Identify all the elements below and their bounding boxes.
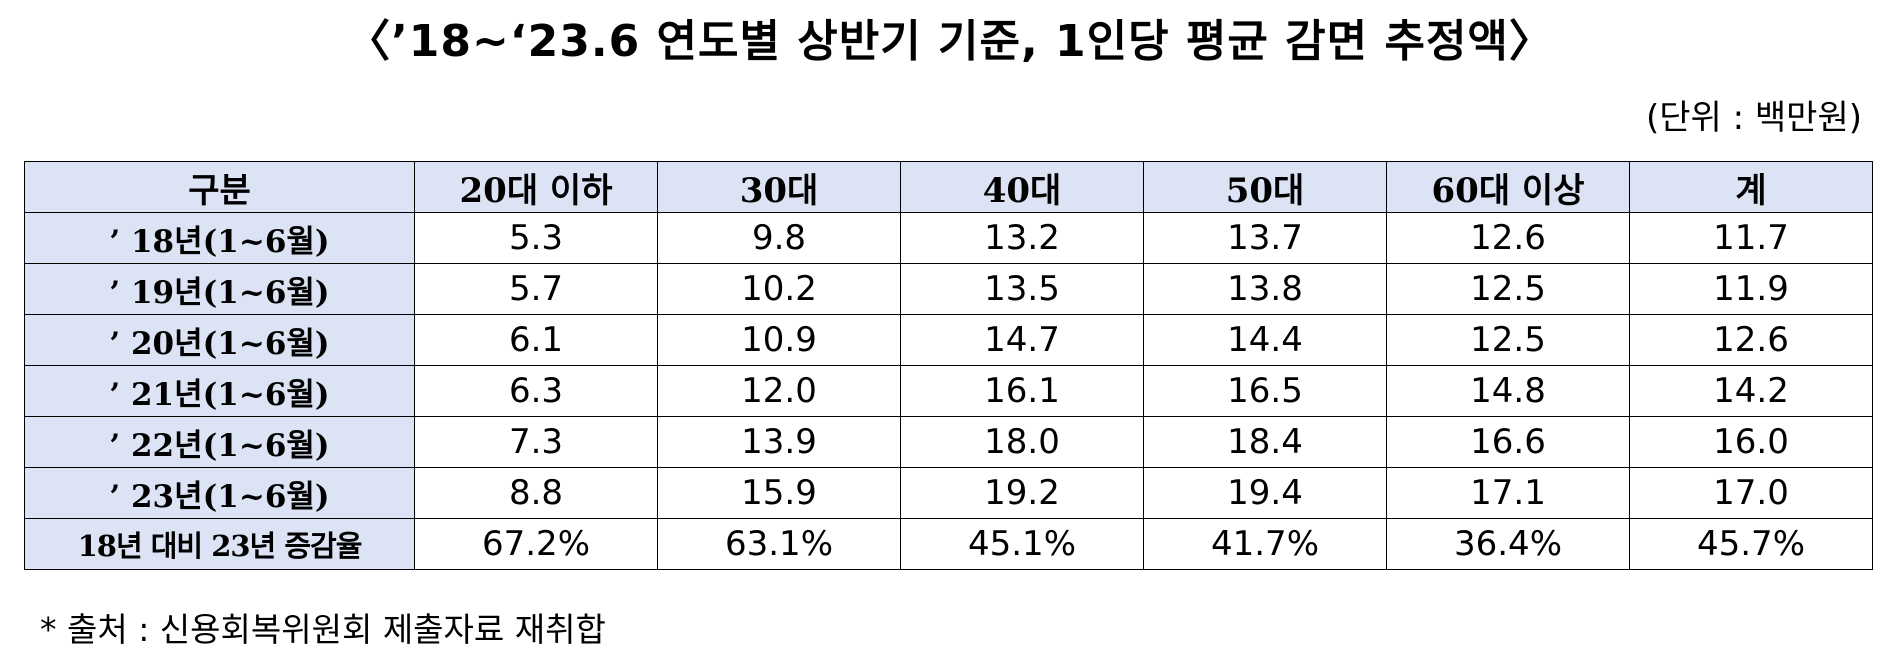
table-cell: 14.7	[900, 314, 1144, 366]
table-cell: 18.4	[1143, 416, 1387, 468]
table-cell: 17.1	[1386, 467, 1630, 519]
table-cell: 10.2	[657, 263, 901, 315]
table-cell: 14.8	[1386, 365, 1630, 417]
estimate-table: 구분 20대 이하 30대 40대 50대 60대 이상 계 ’ 18년(1~6…	[24, 161, 1873, 570]
table-cell: 16.0	[1629, 416, 1873, 468]
table-cell: 13.7	[1143, 212, 1387, 264]
table-cell: 17.0	[1629, 467, 1873, 519]
table-cell: 19.4	[1143, 467, 1387, 519]
table-cell: 12.5	[1386, 263, 1630, 315]
table-cell: 14.2	[1629, 365, 1873, 417]
document-title: 〈’18~‘23.6 연도별 상반기 기준, 1인당 평균 감면 추정액〉	[346, 16, 1554, 67]
table-cell: 19.2	[900, 467, 1144, 519]
summary-cell: 41.7%	[1143, 518, 1387, 570]
table-cell: 12.5	[1386, 314, 1630, 366]
table-row: ’ 21년(1~6월) 6.3 12.0 16.1 16.5 14.8 14.2	[24, 365, 1873, 417]
table-row: ’ 20년(1~6월) 6.1 10.9 14.7 14.4 12.5 12.6	[24, 314, 1873, 366]
column-header-category: 구분	[24, 161, 415, 213]
table-row: ’ 22년(1~6월) 7.3 13.9 18.0 18.4 16.6 16.0	[24, 416, 1873, 468]
table-cell: 16.5	[1143, 365, 1387, 417]
row-label: ’ 18년(1~6월)	[24, 212, 415, 264]
table-row: ’ 19년(1~6월) 5.7 10.2 13.5 13.8 12.5 11.9	[24, 263, 1873, 315]
summary-label: 18년 대비 23년 증감율	[24, 518, 415, 570]
table-cell: 16.6	[1386, 416, 1630, 468]
table-cell: 5.3	[414, 212, 658, 264]
row-label: ’ 19년(1~6월)	[24, 263, 415, 315]
summary-cell: 63.1%	[657, 518, 901, 570]
table-cell: 13.8	[1143, 263, 1387, 315]
row-label: ’ 21년(1~6월)	[24, 365, 415, 417]
table-cell: 16.1	[900, 365, 1144, 417]
column-header-60s-over: 60대 이상	[1386, 161, 1630, 213]
table-cell: 11.7	[1629, 212, 1873, 264]
table-cell: 7.3	[414, 416, 658, 468]
table-cell: 14.4	[1143, 314, 1387, 366]
table-row: ’ 18년(1~6월) 5.3 9.8 13.2 13.7 12.6 11.7	[24, 212, 1873, 264]
table-cell: 18.0	[900, 416, 1144, 468]
table-cell: 5.7	[414, 263, 658, 315]
table-cell: 8.8	[414, 467, 658, 519]
table-cell: 13.2	[900, 212, 1144, 264]
source-note: * 출처 : 신용회복위원회 제출자료 재취합	[40, 610, 606, 649]
column-header-30s: 30대	[657, 161, 901, 213]
table-cell: 15.9	[657, 467, 901, 519]
table-cell: 9.8	[657, 212, 901, 264]
table-cell: 11.9	[1629, 263, 1873, 315]
row-label: ’ 22년(1~6월)	[24, 416, 415, 468]
column-header-40s: 40대	[900, 161, 1144, 213]
summary-cell: 36.4%	[1386, 518, 1630, 570]
table-cell: 12.6	[1629, 314, 1873, 366]
table-header-row: 구분 20대 이하 30대 40대 50대 60대 이상 계	[24, 161, 1873, 213]
column-header-20s-under: 20대 이하	[414, 161, 658, 213]
summary-row: 18년 대비 23년 증감율 67.2% 63.1% 45.1% 41.7% 3…	[24, 518, 1873, 570]
table-row: ’ 23년(1~6월) 8.8 15.9 19.2 19.4 17.1 17.0	[24, 467, 1873, 519]
column-header-50s: 50대	[1143, 161, 1387, 213]
summary-cell: 45.1%	[900, 518, 1144, 570]
table-cell: 12.0	[657, 365, 901, 417]
table-cell: 6.3	[414, 365, 658, 417]
table-cell: 6.1	[414, 314, 658, 366]
row-label: ’ 23년(1~6월)	[24, 467, 415, 519]
column-header-total: 계	[1629, 161, 1873, 213]
table-cell: 10.9	[657, 314, 901, 366]
row-label: ’ 20년(1~6월)	[24, 314, 415, 366]
table-cell: 12.6	[1386, 212, 1630, 264]
summary-cell: 67.2%	[414, 518, 658, 570]
table-cell: 13.5	[900, 263, 1144, 315]
summary-cell: 45.7%	[1629, 518, 1873, 570]
unit-label: (단위 : 백만원)	[1646, 98, 1862, 138]
table-cell: 13.9	[657, 416, 901, 468]
